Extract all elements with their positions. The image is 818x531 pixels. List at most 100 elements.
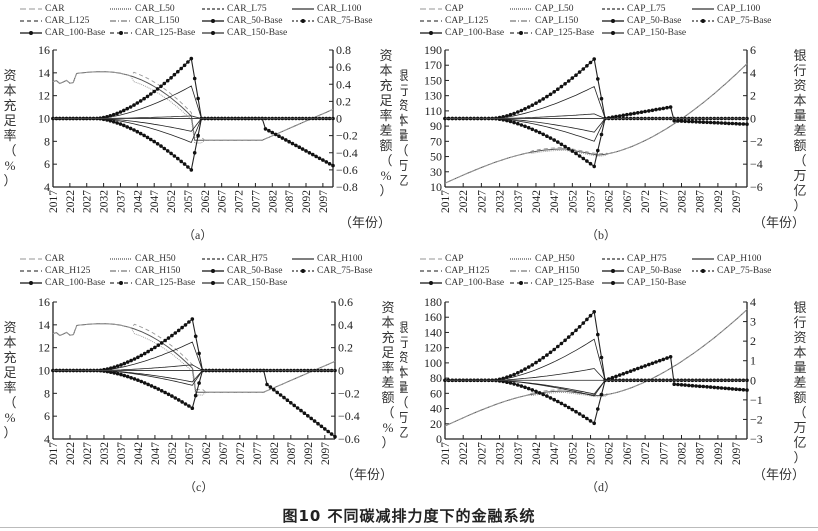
y-tick-label: 12 xyxy=(38,89,50,103)
diff-marker xyxy=(523,385,527,390)
diff-marker xyxy=(683,383,687,387)
diff-marker xyxy=(142,96,146,101)
legend-label: CAR_H150 xyxy=(135,266,181,276)
legend-swatch xyxy=(692,19,714,23)
svg-text:）: ） xyxy=(400,188,409,203)
x-tick-label: 2062 xyxy=(604,190,616,213)
diff-marker xyxy=(530,363,535,367)
diff-marker xyxy=(176,328,181,333)
y-tick-label: 10 xyxy=(38,364,50,378)
diff-marker xyxy=(139,379,144,384)
diff-marker xyxy=(556,87,560,91)
diff-marker xyxy=(193,334,198,339)
diff-marker xyxy=(173,396,178,400)
legend-item: CAR xyxy=(20,4,65,14)
legend-label: CAP_50-Base xyxy=(627,16,682,26)
diff-marker xyxy=(530,103,535,107)
diff-marker xyxy=(152,139,156,144)
diff-marker xyxy=(639,110,644,114)
diff-marker xyxy=(585,159,589,163)
diff-marker xyxy=(327,162,332,166)
diff-marker xyxy=(621,113,626,118)
chart-panel-d: CAP CAP_H50 CAP_H75 CAP_H100 CAP_H125 CAP_H15… xyxy=(400,250,818,500)
legend-item: CAR_L125 xyxy=(20,16,89,26)
diff-marker xyxy=(712,385,717,390)
svg-text:（: （ xyxy=(400,143,409,158)
x-tick-label: 2097 xyxy=(320,442,332,465)
x-tick-label: 2077 xyxy=(250,190,262,213)
diff-marker xyxy=(146,349,150,354)
diff-marker xyxy=(737,122,742,126)
svg-text:差: 差 xyxy=(793,375,806,390)
diff-marker xyxy=(136,378,140,382)
diff-marker xyxy=(196,96,200,101)
diff-marker xyxy=(263,127,268,131)
diff-marker xyxy=(519,108,524,113)
x-axis-label: （年份） xyxy=(753,215,805,230)
diff-marker xyxy=(321,158,325,162)
diff-marker xyxy=(122,108,126,113)
legend-item: CAR_75-Base xyxy=(292,16,372,26)
diff-marker xyxy=(146,382,150,387)
y-tick-label: 110 xyxy=(424,104,442,118)
y-tick-label: 180 xyxy=(424,295,442,309)
diff-marker xyxy=(570,76,575,80)
legend-swatch xyxy=(110,270,132,272)
diff-marker xyxy=(526,125,531,130)
diff-marker xyxy=(139,353,144,358)
diff-marker xyxy=(119,363,123,367)
y2-tick-label: −2 xyxy=(750,134,763,148)
x-tick-label: 2097 xyxy=(318,190,330,213)
legend-label: CAP_H50 xyxy=(535,254,575,264)
diff-marker xyxy=(316,421,320,426)
legend-swatch xyxy=(20,281,42,285)
series-diff xyxy=(53,85,333,119)
diff-marker xyxy=(142,381,147,385)
diff-marker xyxy=(290,141,295,146)
diff-marker xyxy=(115,364,120,368)
svg-text:亿: 亿 xyxy=(793,183,806,198)
x-tick-label: 2082 xyxy=(269,442,281,465)
legend-swatch xyxy=(20,31,42,35)
legend-swatch xyxy=(602,269,624,273)
panel-label: （b） xyxy=(586,228,616,242)
x-tick-label: 2072 xyxy=(640,190,652,213)
diff-marker xyxy=(541,355,545,360)
diff-marker xyxy=(745,116,749,121)
diff-marker xyxy=(534,101,538,105)
x-tick-label: 2067 xyxy=(218,442,230,465)
legend-swatch xyxy=(420,258,442,260)
diff-marker xyxy=(545,134,549,138)
diff-marker xyxy=(307,151,312,155)
diff-marker xyxy=(610,375,615,380)
legend-label: CAP_100-Base xyxy=(445,28,505,38)
svg-text:（: （ xyxy=(3,395,16,410)
legend-label: CAP xyxy=(445,254,464,264)
svg-text:%: % xyxy=(381,168,392,183)
diff-marker xyxy=(737,387,742,392)
legend-label: CAR_125-Base xyxy=(135,278,196,288)
svg-text:）: ） xyxy=(3,173,16,188)
diff-marker xyxy=(570,407,575,412)
diff-marker xyxy=(636,111,640,115)
legend-swatch xyxy=(20,8,42,10)
diff-marker xyxy=(172,154,177,158)
diff-marker xyxy=(570,149,575,153)
diff-marker xyxy=(297,145,302,149)
svg-text:）: ） xyxy=(379,183,392,198)
legend-swatch xyxy=(692,269,714,273)
x-tick-label: 2092 xyxy=(301,190,313,213)
diff-marker xyxy=(559,341,564,346)
y-tick-label: 90 xyxy=(430,119,442,133)
diff-marker xyxy=(537,130,542,135)
legend-label: CAP_150-Base xyxy=(627,28,687,38)
svg-text:银: 银 xyxy=(793,300,806,315)
legend-item: CAR xyxy=(20,254,65,264)
diff-marker xyxy=(654,107,658,112)
diff-marker xyxy=(701,120,706,124)
diff-marker xyxy=(588,60,593,65)
diff-marker xyxy=(545,94,549,99)
diff-marker xyxy=(155,142,160,146)
x-tick-label: 2082 xyxy=(677,190,689,213)
diff-marker xyxy=(138,131,143,136)
